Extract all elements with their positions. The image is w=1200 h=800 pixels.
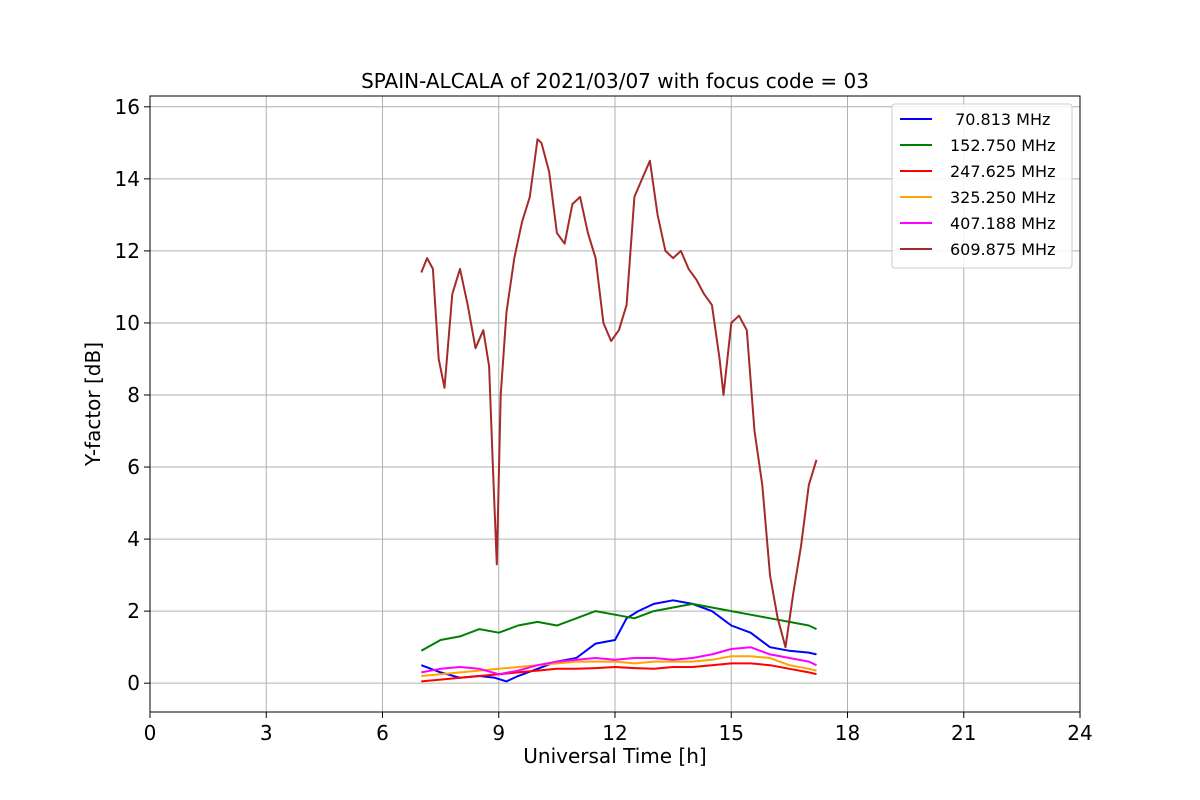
series-line-5 [420,138,818,649]
series-line-0 [420,599,817,683]
x-tick-label: 18 [835,721,860,745]
x-tick-label: 0 [144,721,157,745]
y-tick-label: 2 [127,599,140,623]
series-line-4 [421,646,817,676]
legend-label: 609.875 MHz [950,240,1055,259]
legend-label: 407.188 MHz [950,214,1055,233]
y-axis-label: Y-factor [dB] [81,342,105,467]
y-tick-label: 16 [115,95,140,119]
y-tick-label: 6 [127,455,140,479]
x-tick-label: 6 [376,721,389,745]
y-tick-label: 8 [127,383,140,407]
y-tick-label: 14 [115,167,140,191]
x-tick-label: 3 [260,721,273,745]
x-tick-label: 21 [951,721,976,745]
legend-label: 325.250 MHz [950,188,1055,207]
legend-label: 247.625 MHz [950,162,1055,181]
x-tick-label: 24 [1067,721,1092,745]
chart-title: SPAIN-ALCALA of 2021/03/07 with focus co… [361,69,869,93]
x-tick-label: 15 [719,721,744,745]
x-axis-label: Universal Time [h] [523,744,706,768]
series-line-1 [420,602,817,652]
legend-label: 152.750 MHz [950,136,1055,155]
y-tick-label: 10 [115,311,140,335]
legend-box [891,103,1073,269]
y-tick-label: 0 [127,671,140,695]
y-tick-label: 12 [115,239,140,263]
legend: 70.813 MHz 152.750 MHz 247.625 MHz 325.250 … [891,103,1073,269]
x-tick-label: 9 [492,721,505,745]
y-tick-label: 4 [127,527,140,551]
legend-label: 70.813 MHz [950,110,1050,129]
x-tick-label: 12 [602,721,627,745]
series-layer [420,138,818,683]
series-line-2 [421,662,817,683]
series-line-3 [421,655,817,677]
